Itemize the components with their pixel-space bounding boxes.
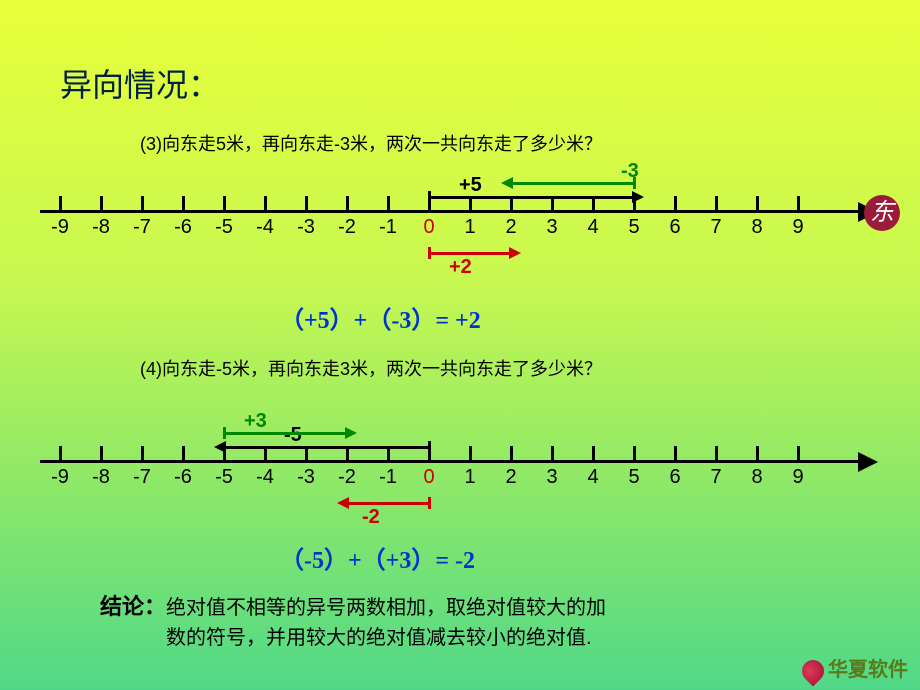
- leaf-icon: [797, 655, 828, 686]
- numberline-2: -9-8-7-6-5-4-3-2-10123456789-5+3-2: [20, 440, 900, 490]
- conclusion-label: 结论：: [100, 594, 166, 619]
- page-title: 异向情况：: [60, 60, 220, 106]
- equation-3: （+5）+（-3）= +2: [280, 300, 481, 335]
- east-icon: 东: [864, 195, 900, 231]
- equation-4: （-5）+（+3）= -2: [280, 540, 475, 575]
- question-4: (4)向东走-5米，再向东走3米，两次一共向东走了多少米？: [140, 355, 700, 381]
- conclusion-line1: 绝对值不相等的异号两数相加，取绝对值较大的加: [166, 597, 606, 619]
- watermark-text: 华夏软件: [828, 659, 908, 681]
- numberline-1: -9-8-7-6-5-4-3-2-10123456789+5-3+2: [20, 190, 900, 240]
- conclusion: 结论：绝对值不相等的异号两数相加，取绝对值较大的加 数的符号，并用较大的绝对值减…: [100, 590, 606, 653]
- conclusion-line2: 数的符号，并用较大的绝对值减去较小的绝对值.: [166, 627, 592, 649]
- watermark: 华夏软件: [802, 653, 908, 682]
- question-3: (3)向东走5米，再向东走-3米，两次一共向东走了多少米？: [140, 130, 602, 156]
